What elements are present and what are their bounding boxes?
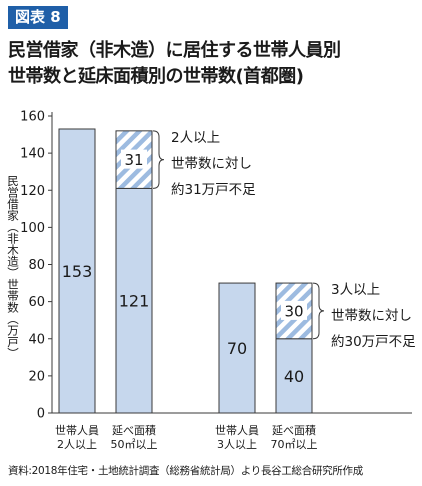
bar: [58, 128, 96, 414]
figure-number-badge: 図表 8: [8, 6, 68, 29]
y-tick-label: 20: [28, 369, 45, 384]
curly-brace: [152, 130, 165, 189]
curly-brace: [312, 282, 325, 340]
y-tick-label: 100: [20, 221, 45, 236]
source-note: 資料:2018年住宅・土地統計調査（総務省統計局）より長谷工総合研究所作成: [8, 465, 363, 477]
x-category-label: 延べ面積: [112, 423, 156, 437]
annotation-text: 3人以上: [331, 282, 380, 298]
bar-value-label: 40: [284, 367, 304, 386]
annotation-text: 約30万戸不足: [331, 334, 416, 350]
bar-value-label: 70: [227, 339, 247, 358]
x-category-label: 2人以上: [57, 438, 97, 451]
shortfall-value-label: 31: [124, 151, 143, 169]
bar: [218, 282, 256, 414]
chart-title-line-2: 世帯数と延床面積別の世帯数(首都圏): [8, 66, 304, 87]
shortfall-label-bg: [121, 149, 147, 169]
y-tick-label: 160: [20, 110, 45, 125]
y-tick-label: 140: [20, 147, 45, 162]
x-category-label: 世帯人員: [55, 424, 99, 437]
shortfall-label-bg: [281, 300, 307, 320]
shortfall-value-label: 30: [284, 302, 303, 320]
x-category-label: 延べ面積: [272, 423, 316, 437]
bar: [275, 338, 313, 414]
bar-value-label: 153: [62, 262, 93, 281]
x-category-label: 70㎡以上: [271, 438, 318, 451]
y-tick-label: 40: [28, 332, 45, 347]
x-category-label: 世帯人員: [215, 424, 259, 437]
x-category-label: 50㎡以上: [111, 438, 158, 451]
y-tick-label: 120: [20, 184, 45, 199]
annotation-text: 2人以上: [171, 130, 220, 146]
annotation-text: 世帯数に対し: [171, 156, 252, 172]
bar-value-label: 121: [119, 292, 150, 311]
y-axis-label: 民営借家（非木造）世帯数（万戸）: [6, 175, 20, 359]
annotation-text: 約31万戸不足: [171, 182, 256, 198]
chart-title-line-1: 民営借家（非木造）に居住する世帯人員別: [8, 40, 341, 61]
y-tick-label: 80: [28, 258, 45, 273]
x-category-label: 3人以上: [217, 438, 257, 451]
y-tick-label: 0: [37, 407, 45, 422]
annotation-text: 世帯数に対し: [331, 308, 412, 324]
y-tick-label: 60: [28, 295, 45, 310]
bar: [115, 187, 153, 414]
